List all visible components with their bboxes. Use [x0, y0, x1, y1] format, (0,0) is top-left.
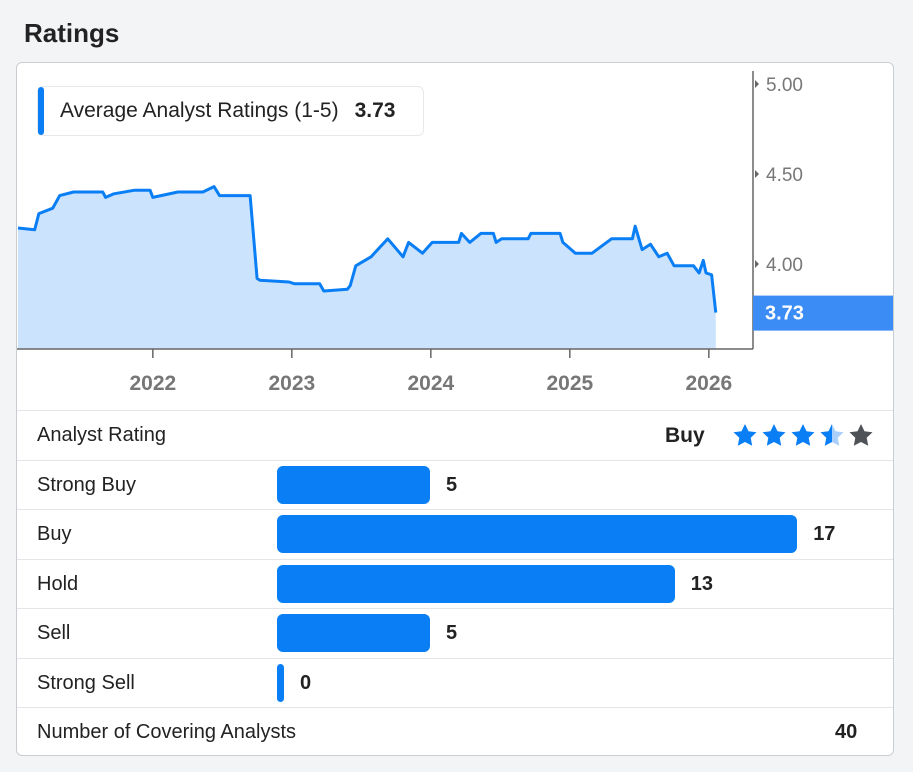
star-icon [820, 423, 844, 446]
star-rating [731, 422, 875, 450]
star-icon [733, 423, 757, 446]
x-tick-label: 2024 [407, 372, 454, 395]
x-tick-label: 2023 [268, 372, 315, 395]
legend-value: 3.73 [354, 99, 396, 122]
rating-row: Strong Buy 5 [17, 460, 893, 510]
rating-bar [277, 614, 430, 653]
legend-label: Average Analyst Ratings (1-5) [60, 99, 339, 122]
section-title: Ratings [24, 18, 120, 48]
rating-bar [277, 564, 675, 603]
rating-bar [277, 663, 284, 702]
rating-label: Strong Sell [37, 671, 135, 694]
rating-bar [277, 466, 430, 504]
y-tick-label: 5.00 [766, 75, 803, 96]
rating-count: 17 [813, 523, 836, 546]
rating-bar [277, 515, 798, 554]
rating-count: 13 [690, 572, 714, 595]
chart-legend: Average Analyst Ratings (1-5) 3.73 [37, 86, 425, 136]
covering-analysts-row: Number of Covering Analysts 40 [17, 707, 893, 755]
rating-count: 5 [446, 622, 458, 645]
rating-label: Strong Buy [37, 474, 136, 496]
series-line [17, 185, 718, 313]
star-icon [762, 423, 786, 446]
ratings-chart: 2022 2023 2024 2025 2026 4.00 4.50 5.00 3.73 [17, 71, 893, 395]
x-tick-label: 2025 [546, 372, 593, 395]
ratings-card: 2022 2023 2024 2025 2026 4.00 4.50 5.00 3.73 Ave… [16, 62, 894, 756]
rating-label: Buy [37, 523, 72, 546]
current-value-label: 3.73 [765, 303, 804, 325]
analyst-rating-row: Analyst Rating Buy [17, 410, 893, 460]
covering-analysts-value: 40 [835, 721, 858, 743]
analyst-rating-value: Buy [665, 423, 705, 447]
rating-row: Buy 17 [17, 509, 893, 559]
y-tick [755, 170, 759, 178]
analyst-rating-label: Analyst Rating [37, 424, 166, 446]
star-icon [849, 423, 873, 446]
rating-label: Hold [37, 572, 79, 595]
x-tick-label: 2026 [685, 372, 732, 395]
rating-row: Hold 13 [17, 558, 893, 609]
rating-label: Sell [37, 622, 71, 645]
rating-count: 0 [300, 671, 312, 694]
y-tick-label: 4.00 [766, 255, 803, 276]
y-tick [755, 80, 759, 88]
x-tick-label: 2022 [129, 372, 176, 395]
star-icon [791, 423, 815, 446]
covering-analysts-label: Number of Covering Analysts [37, 721, 297, 743]
rating-row: Strong Sell 0 [17, 657, 893, 708]
rating-count: 5 [446, 474, 458, 496]
area-fill [18, 186, 716, 349]
y-tick [755, 260, 759, 268]
rating-row: Sell 5 [17, 608, 893, 658]
current-value-marker [753, 295, 893, 331]
y-tick-label: 4.50 [766, 165, 803, 186]
